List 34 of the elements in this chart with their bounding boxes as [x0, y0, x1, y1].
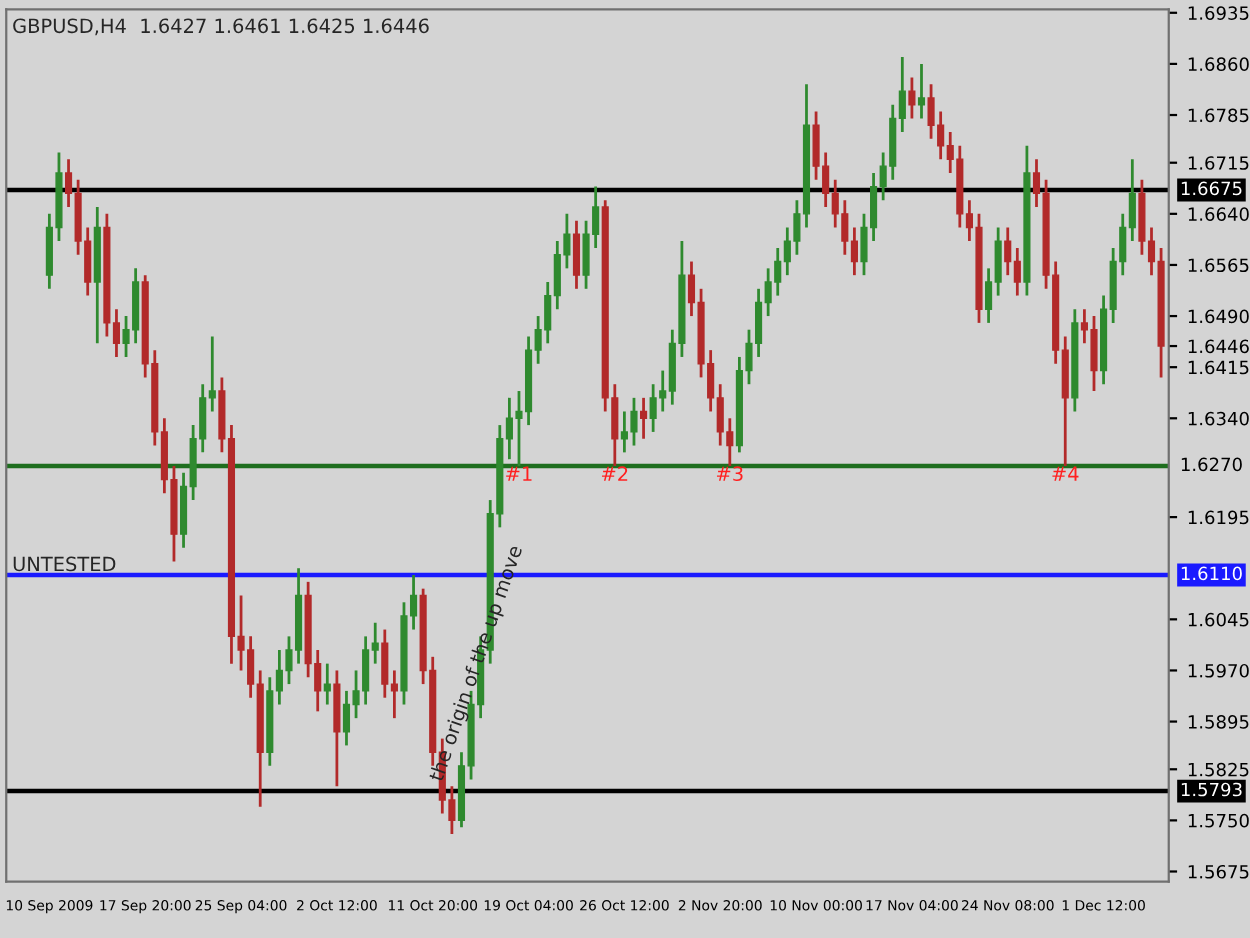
candlestick [323, 662, 331, 706]
candlestick [333, 669, 341, 788]
candlestick [908, 76, 916, 120]
candlestick [639, 396, 648, 441]
ref-line-label: 1.5793 [1181, 782, 1242, 797]
y-tick-label: 1.6415 [1188, 360, 1249, 375]
candlestick [917, 62, 926, 120]
y-tick-label: 1.5895 [1188, 715, 1249, 729]
text: #3 [716, 466, 743, 482]
y-tick-label: 1.6195 [1188, 510, 1249, 525]
y-tick-label: 1.5750 [1188, 813, 1249, 828]
y-tick-label: 1.6935 [1188, 6, 1249, 20]
y-tick-label: 1.6446 [1188, 339, 1249, 354]
y-tick-label: 1.5675 [1188, 864, 1249, 879]
y-tick-label: 1.6785 [1188, 108, 1249, 123]
y-tick-label: 1.6340 [1188, 411, 1249, 426]
ref-line-label: 1.6270 [1181, 457, 1242, 472]
text: #2 [601, 466, 628, 481]
y-tick-label: 1.5825 [1188, 762, 1249, 777]
y-tick-label: 1.6045 [1188, 612, 1249, 627]
y-tick-label: 1.6640 [1188, 207, 1249, 221]
text: #1 [506, 466, 532, 481]
y-tick-label: 1.6715 [1188, 156, 1249, 170]
y-tick-label: 1.6490 [1188, 309, 1249, 324]
y-tick-label: 1.6860 [1188, 57, 1249, 72]
annotation: the origin of the up move [428, 544, 526, 784]
ref-line-label: 1.6675 [1181, 181, 1242, 196]
candlestick [572, 219, 581, 291]
chart-title: GBPUSD,H4 1.6427 1.6461 1.6425 1.6446 [13, 18, 429, 36]
text: #4 [1052, 466, 1079, 481]
ref-line-label: 1.6110 [1181, 566, 1242, 581]
y-tick-label: 1.6565 [1188, 258, 1249, 273]
y-tick-label: 1.5970 [1188, 663, 1249, 678]
annotation: UNTESTED [13, 556, 116, 572]
